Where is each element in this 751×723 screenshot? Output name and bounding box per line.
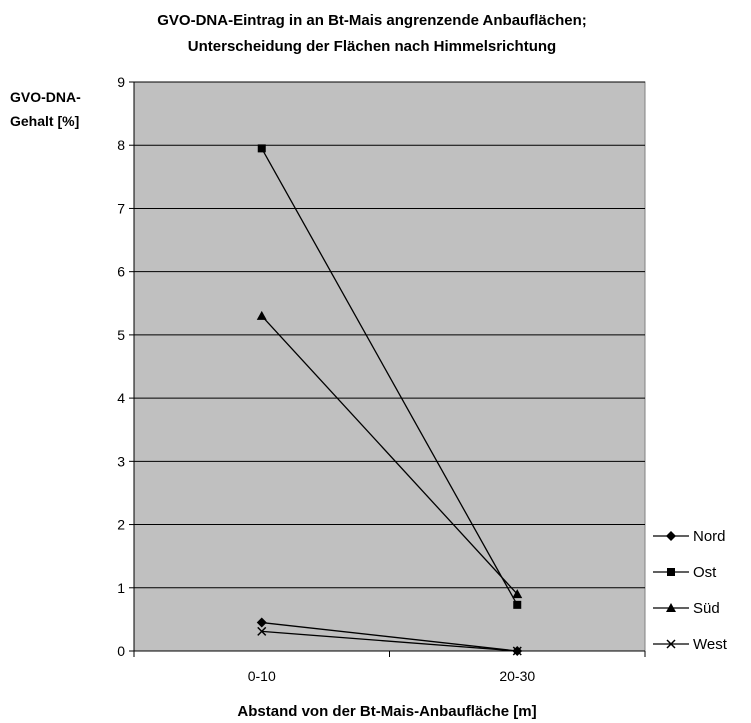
legend-marker-ost xyxy=(667,568,675,576)
y-tick-label: 2 xyxy=(117,517,125,533)
series-group xyxy=(256,144,523,656)
gridlines xyxy=(134,81,645,589)
series-west xyxy=(257,626,522,656)
legend: Nord Ost Süd West xyxy=(653,528,728,653)
y-tick-label: 7 xyxy=(117,200,125,216)
data-point-west xyxy=(257,626,267,636)
series-line-west xyxy=(261,630,518,652)
y-tick-label: 1 xyxy=(117,580,125,596)
series-sued xyxy=(256,310,523,599)
legend-item-nord: Nord xyxy=(653,528,726,545)
y-tick-label: 9 xyxy=(117,74,125,90)
chart-title-line-2: Unterscheidung der Flächen nach Himmelsr… xyxy=(188,38,556,55)
legend-marker-west xyxy=(666,639,676,649)
data-point-ost xyxy=(513,600,522,609)
series-line-ost xyxy=(261,148,518,606)
x-tick-label: 20-30 xyxy=(499,668,535,684)
y-axis-ticks: 0 1 2 3 4 5 6 7 8 9 xyxy=(117,74,134,659)
legend-marker-nord xyxy=(666,531,676,541)
legend-label-sued: Süd xyxy=(693,600,720,617)
legend-item-west: West xyxy=(653,636,728,653)
plot-area xyxy=(133,81,646,652)
y-tick-label: 3 xyxy=(117,453,125,469)
legend-marker-sued xyxy=(666,603,676,612)
y-tick-label: 4 xyxy=(117,390,125,406)
data-point-sued xyxy=(256,310,267,320)
data-point-ost xyxy=(257,144,266,153)
legend-label-nord: Nord xyxy=(693,528,726,545)
x-axis-ticks: 0-10 20-30 xyxy=(133,651,646,684)
series-line-nord xyxy=(261,621,518,652)
y-tick-label: 5 xyxy=(117,327,125,343)
y-axis-label-line-1: GVO-DNA- xyxy=(10,89,81,105)
y-tick-label: 8 xyxy=(117,137,125,153)
legend-item-sued: Süd xyxy=(653,600,720,617)
x-tick-label: 0-10 xyxy=(248,668,276,684)
data-point-west xyxy=(512,646,522,656)
series-ost xyxy=(257,144,522,609)
data-point-nord xyxy=(256,617,267,628)
legend-label-ost: Ost xyxy=(693,564,717,581)
y-tick-label: 6 xyxy=(117,264,125,280)
y-tick-label: 0 xyxy=(117,643,125,659)
legend-item-ost: Ost xyxy=(653,564,717,581)
legend-label-west: West xyxy=(693,636,728,653)
x-axis-label: Abstand von der Bt-Mais-Anbaufläche [m] xyxy=(237,703,536,720)
y-axis-label-line-2: Gehalt [%] xyxy=(10,113,79,129)
data-point-sued xyxy=(512,589,523,599)
series-line-sued xyxy=(261,315,518,595)
chart-title-line-1: GVO-DNA-Eintrag in an Bt-Mais angrenzend… xyxy=(157,12,586,29)
